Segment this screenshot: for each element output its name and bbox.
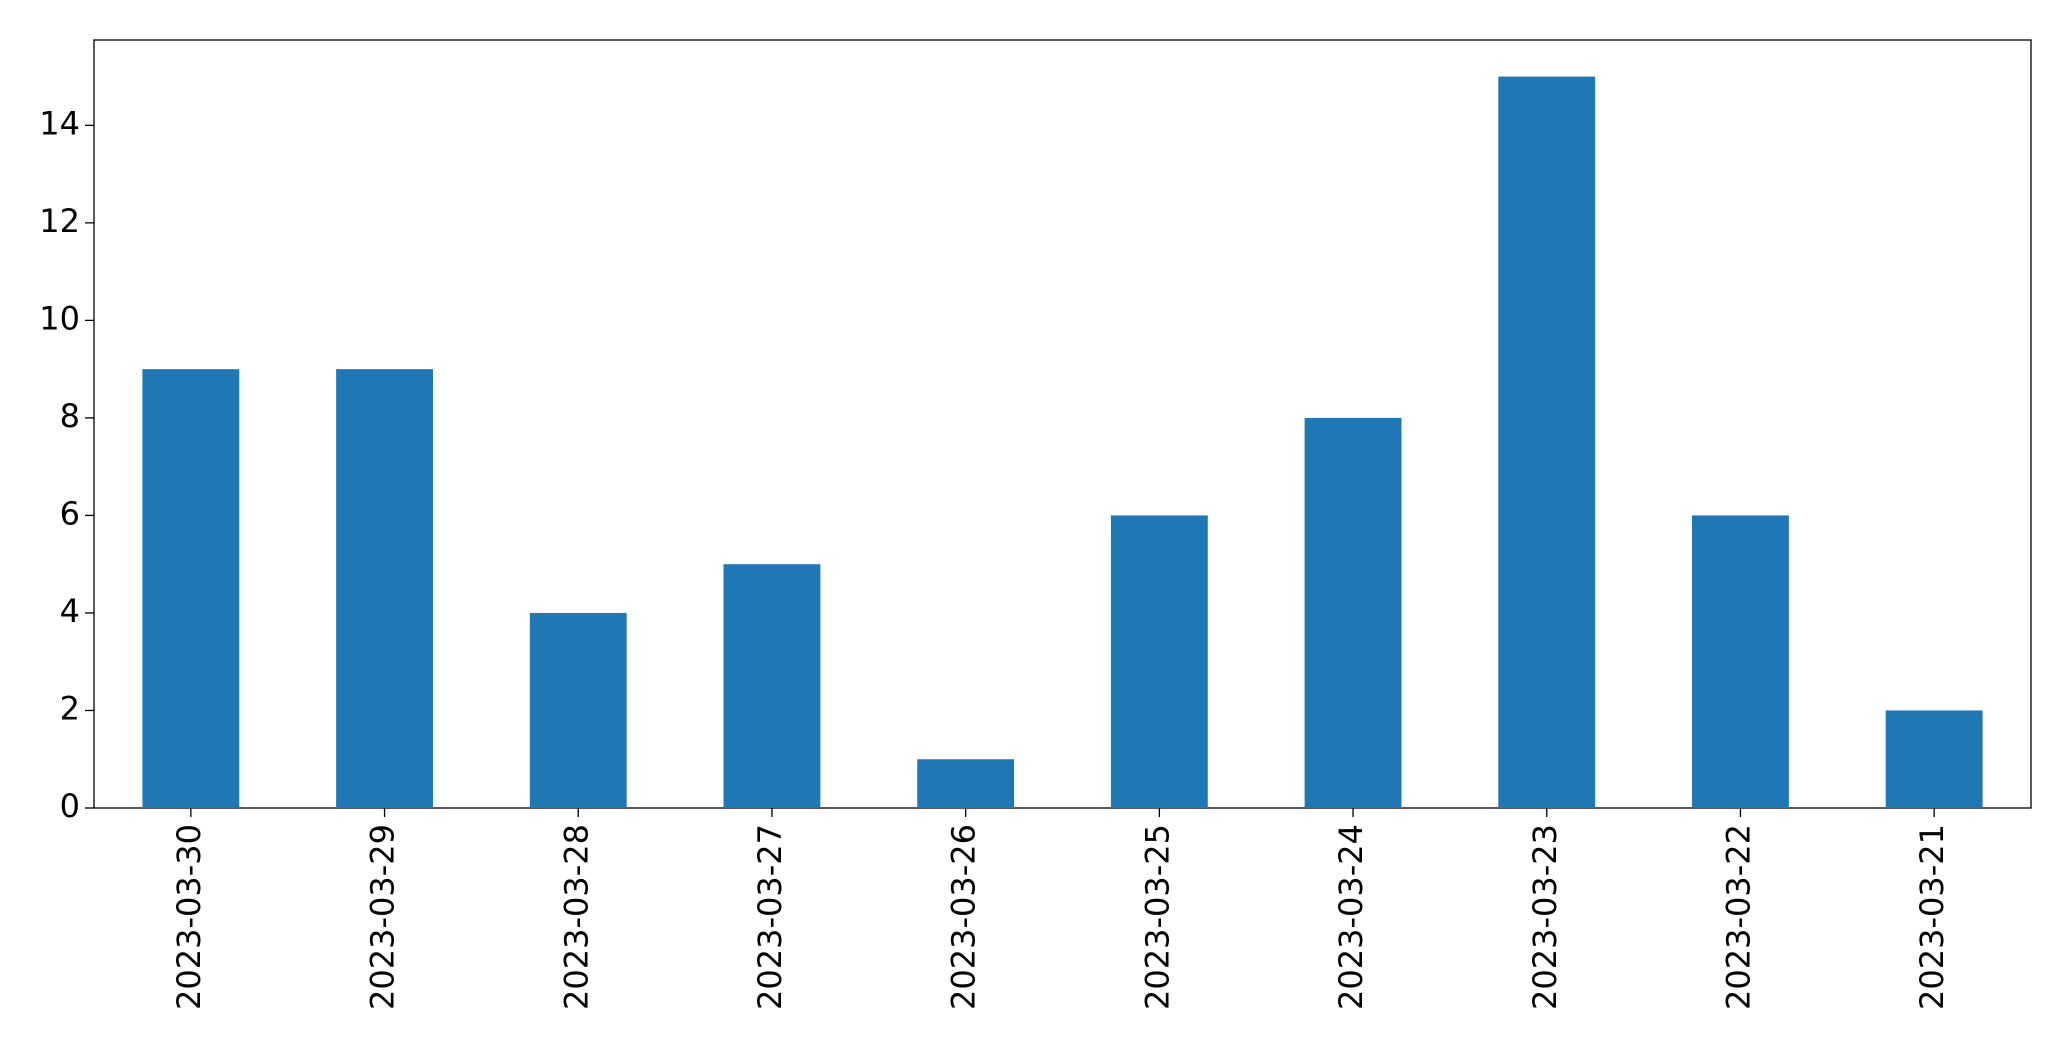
bar: [529, 612, 627, 808]
x-tick-label: 2023-03-28: [557, 824, 595, 1010]
x-tick-label: 2023-03-29: [364, 824, 402, 1010]
y-tick-label: 14: [39, 104, 80, 142]
bar: [1498, 76, 1596, 809]
x-tick-label: 2023-03-21: [1913, 824, 1951, 1010]
y-tick-label: 2: [60, 689, 80, 727]
x-tick-label: 2023-03-23: [1526, 824, 1564, 1010]
x-tick-label: 2023-03-24: [1332, 824, 1370, 1010]
plot-frame: [93, 39, 2032, 809]
y-tick-label: 0: [60, 787, 80, 825]
x-tick-label: 2023-03-30: [170, 824, 208, 1010]
bar: [723, 564, 821, 808]
bar: [142, 369, 240, 808]
y-tick-label: 12: [39, 202, 80, 240]
bar: [1304, 417, 1402, 808]
bar: [1110, 515, 1208, 808]
x-tick-label: 2023-03-25: [1138, 824, 1176, 1010]
x-tick-label: 2023-03-26: [945, 824, 983, 1010]
bar: [1692, 515, 1789, 808]
y-tick-label: 4: [60, 592, 80, 630]
x-tick-label: 2023-03-27: [751, 824, 789, 1010]
bar: [336, 369, 433, 808]
bar: [1885, 710, 1983, 808]
y-tick-label: 10: [39, 299, 80, 337]
x-tick-label: 2023-03-22: [1719, 824, 1757, 1010]
bar: [917, 759, 1015, 808]
y-tick-label: 8: [60, 397, 80, 435]
y-tick-label: 6: [60, 494, 80, 532]
